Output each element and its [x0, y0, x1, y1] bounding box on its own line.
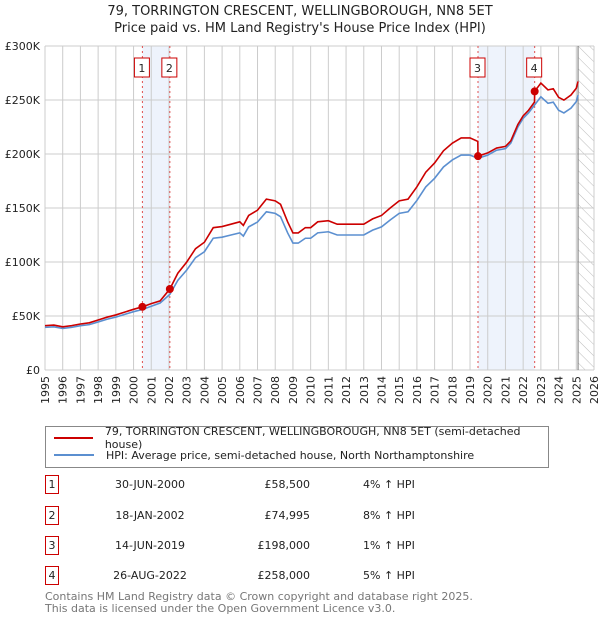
- footer-copyright: Contains HM Land Registry data © Crown c…: [45, 590, 473, 603]
- x-tick-label: 2002: [163, 376, 176, 404]
- sale-price: £58,500: [264, 478, 311, 491]
- sale-price: £258,000: [257, 569, 311, 582]
- sale-marker-box: [161, 57, 178, 78]
- sale-hpi-change: 1% ↑ HPI: [363, 539, 415, 552]
- y-tick-label: £150K: [5, 202, 41, 215]
- legend-label: 79, TORRINGTON CRESCENT, WELLINGBOROUGH,…: [104, 425, 521, 451]
- footer-licence: This data is licensed under the Open Gov…: [45, 602, 396, 615]
- sale-point: [530, 87, 539, 96]
- x-tick-label: 2012: [340, 376, 353, 404]
- sale-row: 3 14-JUN-2019 £198,000 1% ↑ HPI: [45, 536, 445, 556]
- sale-marker-label: 2: [166, 62, 173, 75]
- y-tick-label: £300K: [5, 40, 41, 53]
- sale-date: 14-JUN-2019: [114, 539, 186, 552]
- sale-hpi-change: 5% ↑ HPI: [363, 569, 415, 582]
- x-tick-label: 2003: [181, 376, 194, 404]
- legend-label: HPI: Average price, semi-detached house,…: [106, 448, 475, 462]
- sale-date: 30-JUN-2000: [114, 478, 186, 491]
- chart-subtitle: Price paid vs. HM Land Registry's House …: [114, 21, 486, 36]
- x-tick-label: 2023: [535, 376, 548, 404]
- x-tick-label: 2011: [322, 376, 335, 404]
- sale-hpi-change: 4% ↑ HPI: [363, 478, 415, 491]
- x-tick-label: 2016: [411, 376, 424, 404]
- sale-number: 3: [45, 536, 59, 555]
- x-tick-label: 2026: [588, 376, 600, 404]
- sale-row: 4 26-AUG-2022 £258,000 5% ↑ HPI: [45, 566, 445, 586]
- x-tick-label: 2010: [305, 376, 318, 404]
- x-tick-label: 2000: [128, 376, 141, 404]
- sale-marker-label: 1: [138, 62, 145, 75]
- x-tick-label: 2008: [269, 376, 282, 404]
- x-tick-label: 2006: [234, 376, 247, 404]
- x-tick-label: 2017: [429, 376, 442, 404]
- sale-row: 1 30-JUN-2000 £58,500 4% ↑ HPI: [45, 475, 445, 495]
- sale-number: 2: [45, 506, 59, 525]
- legend: 79, TORRINGTON CRESCENT, WELLINGBOROUGH,…: [45, 425, 549, 468]
- x-tick-label: 1999: [110, 376, 123, 404]
- sale-number: 1: [45, 475, 59, 494]
- price-paid-series-line: [44, 81, 579, 328]
- x-tick-label: 2021: [499, 376, 512, 404]
- sale-number: 4: [45, 566, 59, 585]
- sale-date: 18-JAN-2002: [115, 509, 185, 522]
- sale-date: 26-AUG-2022: [113, 569, 187, 582]
- sale-price: £74,995: [264, 509, 311, 522]
- x-tick-label: 1998: [92, 376, 105, 404]
- x-tick-label: 1997: [74, 376, 87, 404]
- sale-marker-label: 3: [474, 62, 481, 75]
- sale-marker-label: 4: [531, 62, 538, 75]
- x-tick-label: 2013: [358, 376, 371, 404]
- sale-point: [165, 285, 174, 294]
- x-tick-label: 2018: [446, 376, 459, 404]
- y-tick-label: £250K: [5, 94, 41, 107]
- sale-marker-box: [133, 57, 150, 78]
- legend-item-price-paid: 79, TORRINGTON CRESCENT, WELLINGBOROUGH,…: [54, 425, 548, 451]
- sale-marker-box: [526, 57, 543, 78]
- sale-point: [474, 152, 483, 161]
- legend-item-hpi: HPI: Average price, semi-detached house,…: [54, 447, 474, 463]
- sale-point: [138, 302, 147, 311]
- x-tick-label: 1996: [57, 376, 70, 404]
- y-tick-label: £200K: [5, 148, 41, 161]
- chart-title: 79, TORRINGTON CRESCENT, WELLINGBOROUGH,…: [107, 4, 493, 19]
- x-tick-label: 2024: [553, 376, 566, 404]
- sale-hpi-change: 8% ↑ HPI: [363, 509, 415, 522]
- y-tick-label: £0: [26, 364, 40, 377]
- y-tick-label: £100K: [5, 256, 41, 269]
- x-tick-label: 2019: [464, 376, 477, 404]
- y-tick-label: £50K: [12, 310, 41, 323]
- x-tick-label: 2004: [198, 376, 211, 404]
- sale-row: 2 18-JAN-2002 £74,995 8% ↑ HPI: [45, 506, 445, 526]
- x-tick-label: 2020: [482, 376, 495, 404]
- legend-blue-line: [54, 454, 94, 456]
- x-tick-label: 2005: [216, 376, 229, 404]
- x-tick-label: 1995: [39, 376, 52, 404]
- x-tick-label: 2001: [145, 376, 158, 404]
- x-tick-label: 2014: [375, 376, 388, 404]
- x-tick-label: 2009: [287, 376, 300, 404]
- x-tick-label: 2015: [393, 376, 406, 404]
- sale-marker-box: [469, 57, 486, 78]
- sale-price: £198,000: [257, 539, 311, 552]
- x-tick-label: 2025: [570, 376, 583, 404]
- plot-area: 1995 1996 1997 1998 1999 2000 2001 2002 2003 2004…: [5, 40, 600, 404]
- x-tick-label: 2007: [252, 376, 265, 404]
- legend-red-line: [54, 437, 93, 439]
- x-tick-label: 2022: [517, 376, 530, 404]
